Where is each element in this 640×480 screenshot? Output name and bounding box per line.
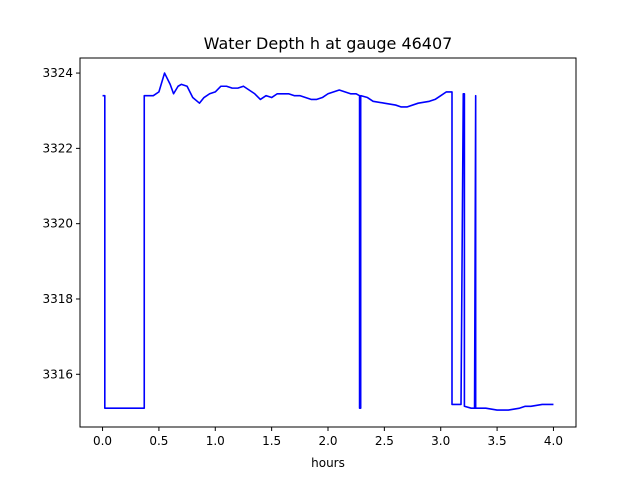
- plot-frame: [79, 57, 577, 428]
- x-tick-label: 4.0: [544, 434, 563, 448]
- y-axis: 3316 3318 3320 3322 3324: [42, 66, 80, 381]
- x-tick-label: 0.0: [93, 434, 112, 448]
- x-axis-label: hours: [311, 456, 345, 470]
- x-tick-label: 1.5: [262, 434, 281, 448]
- x-tick-label: 2.5: [375, 434, 394, 448]
- x-tick-label: 1.0: [206, 434, 225, 448]
- x-tick-label: 2.0: [318, 434, 337, 448]
- x-tick-label: 3.0: [431, 434, 450, 448]
- y-tick-label: 3324: [42, 66, 73, 80]
- x-tick-label: 0.5: [149, 434, 168, 448]
- y-tick-label: 3318: [42, 292, 73, 306]
- chart-title: Water Depth h at gauge 46407: [204, 34, 453, 53]
- x-axis: 0.0 0.5 1.0 1.5 2.0 2.5 3.0 3.5 4.0: [93, 427, 563, 448]
- series-line: [102, 72, 554, 411]
- y-tick-label: 3322: [42, 141, 73, 155]
- y-tick-label: 3316: [42, 367, 73, 381]
- x-tick-label: 3.5: [488, 434, 507, 448]
- y-tick-label: 3320: [42, 217, 73, 231]
